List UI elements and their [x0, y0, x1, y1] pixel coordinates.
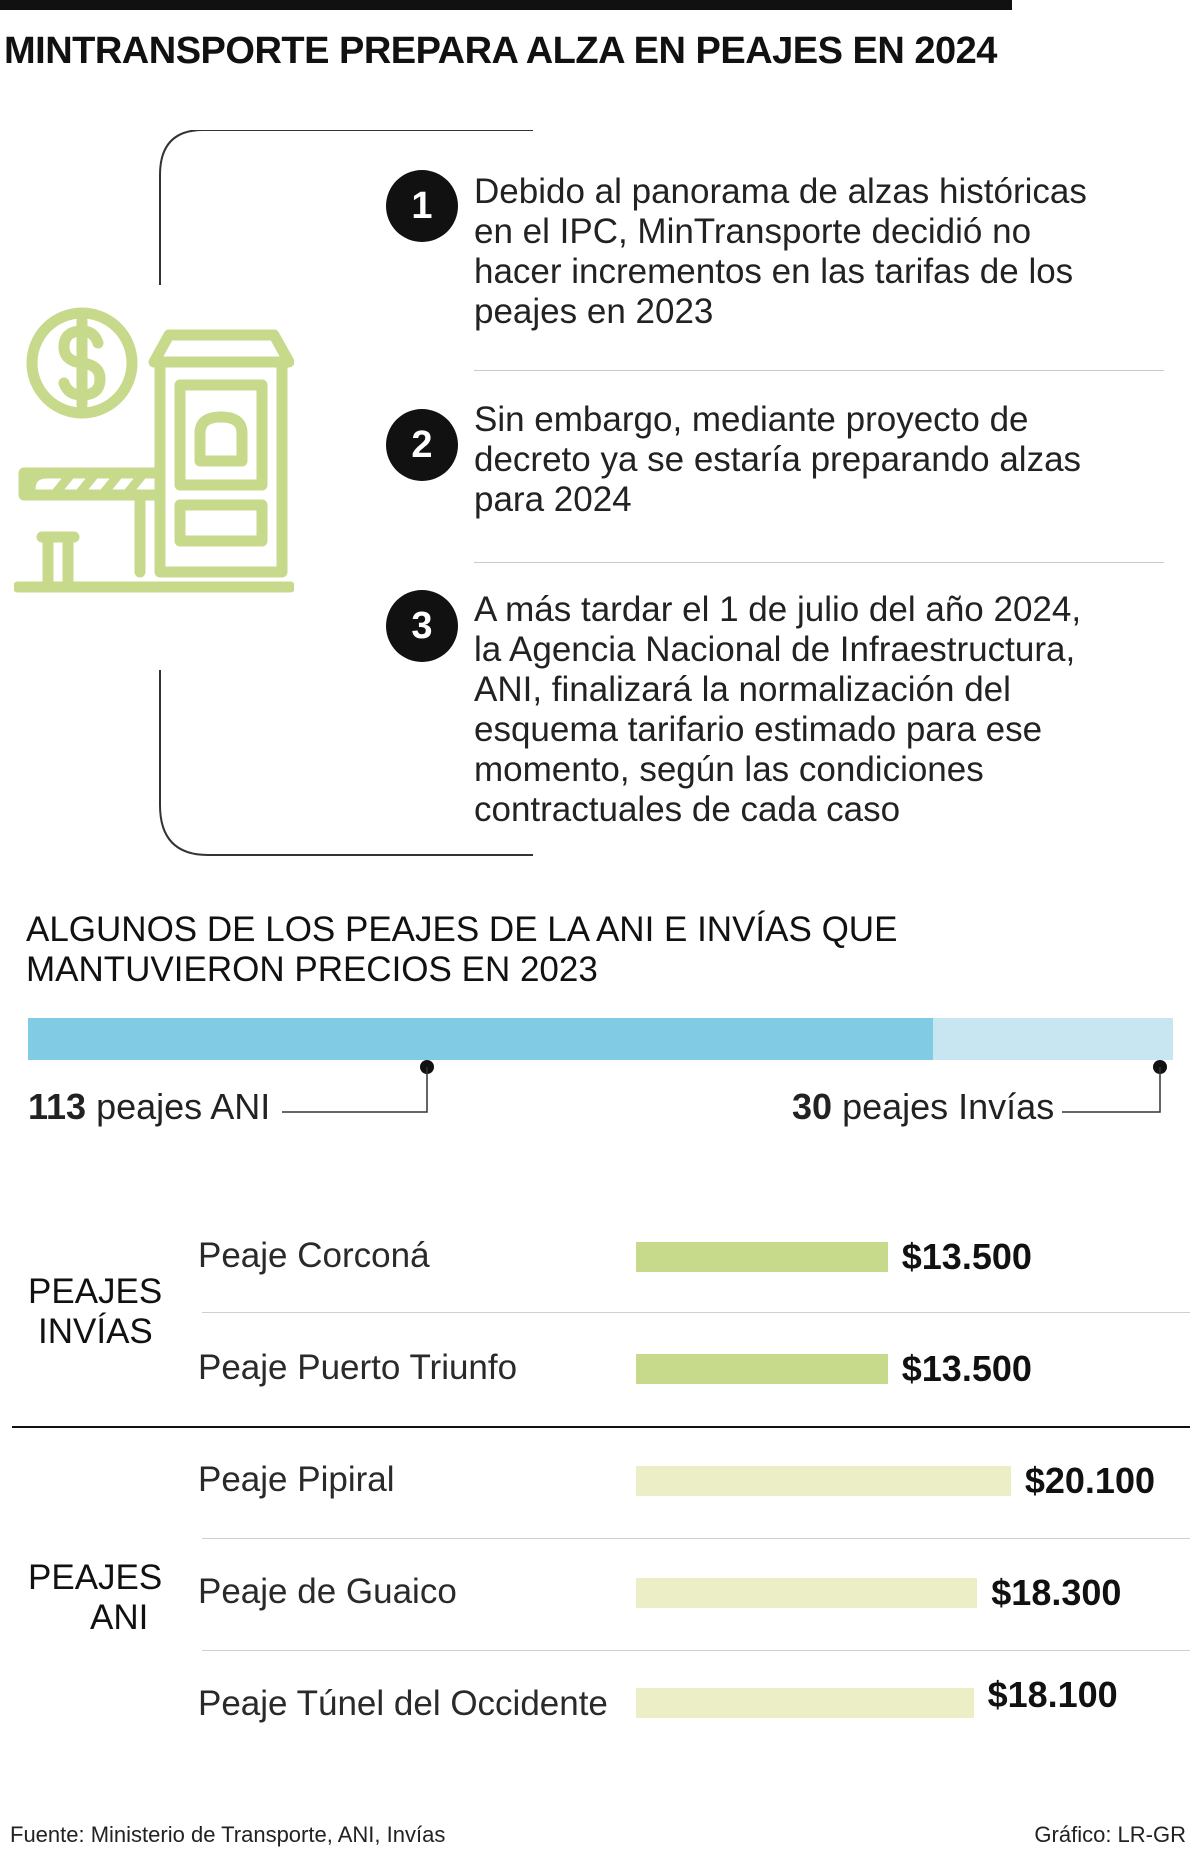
- step-number-1: 1: [386, 170, 458, 242]
- toll-value: $13.500: [901, 1348, 1032, 1389]
- toll-value: $20.100: [1024, 1460, 1155, 1501]
- toll-bar: [636, 1688, 974, 1718]
- toll-booth-dollar-icon: [14, 307, 294, 593]
- source-note: Fuente: Ministerio de Transporte, ANI, I…: [10, 1822, 446, 1847]
- row-label: Peaje Pipiral: [198, 1460, 395, 1499]
- group-separator: [12, 1426, 1190, 1428]
- row-label: Peaje de Guaico: [198, 1572, 457, 1611]
- toll-value: $18.300: [991, 1572, 1122, 1613]
- chart-title: ALGUNOS DE LOS PEAJES DE LA ANI E INVÍAS…: [26, 910, 898, 989]
- bar-peajes-ani: [28, 1018, 933, 1060]
- count-ani: 113 peajes ANI: [28, 1086, 271, 1127]
- bar-peajes-invias: [932, 1018, 1173, 1060]
- row-separator: [202, 1650, 1190, 1651]
- toll-value: $18.100: [987, 1674, 1118, 1715]
- row-label: Peaje Corconá: [198, 1236, 430, 1275]
- count-invias: 30 peajes Invías: [792, 1086, 1055, 1127]
- step-separator: [474, 370, 1164, 371]
- group-label-invias: PEAJES INVÍAS: [28, 1272, 163, 1351]
- step-text-1: Debido al panorama de alzas históricas e…: [474, 172, 1087, 331]
- row-label: Peaje Puerto Triunfo: [198, 1348, 518, 1387]
- group-label-ani: PEAJES ANI: [28, 1558, 163, 1637]
- toll-bar: [636, 1578, 978, 1608]
- bracket-line: [159, 130, 533, 856]
- row-label: Peaje Túnel del Occidente: [198, 1684, 608, 1723]
- step-number-3: 3: [386, 590, 458, 662]
- row-separator: [202, 1312, 1190, 1313]
- toll-bar: [636, 1242, 888, 1272]
- page-title: MINTRANSPORTE PREPARA ALZA EN PEAJES EN …: [4, 30, 997, 72]
- step-separator: [474, 562, 1164, 563]
- callout-lines: [282, 1060, 1167, 1113]
- step-text-3: A más tardar el 1 de julio del año 2024,…: [474, 590, 1082, 829]
- toll-bar: [636, 1354, 888, 1384]
- step-number-2: 2: [386, 409, 458, 481]
- credit-note: Gráfico: LR-GR: [1034, 1822, 1186, 1847]
- row-separator: [202, 1538, 1190, 1539]
- step-text-2: Sin embargo, mediante proyecto de decret…: [474, 400, 1082, 519]
- toll-bar: [636, 1466, 1011, 1496]
- top-rule: [0, 0, 1012, 10]
- toll-value: $13.500: [901, 1236, 1032, 1277]
